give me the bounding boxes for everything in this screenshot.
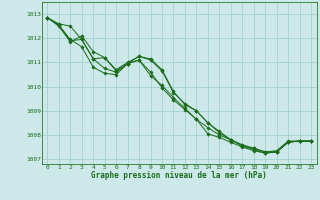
X-axis label: Graphe pression niveau de la mer (hPa): Graphe pression niveau de la mer (hPa) bbox=[91, 171, 267, 180]
